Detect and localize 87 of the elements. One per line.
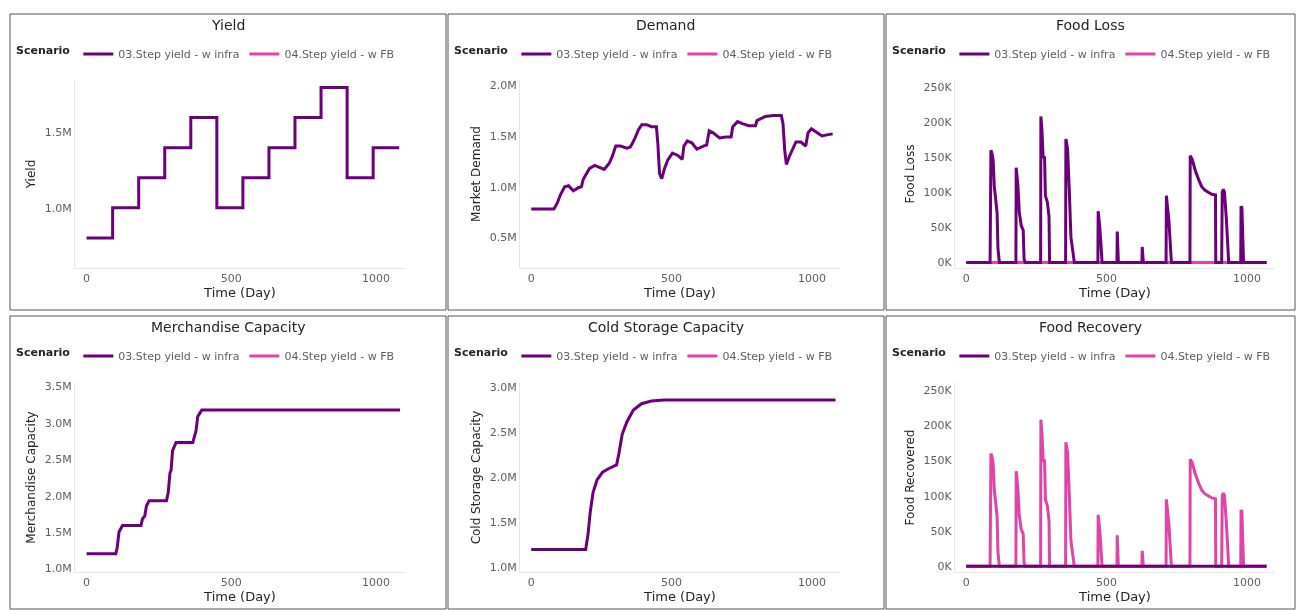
x-tick-label: 1000 [1232,272,1261,286]
x-tick-label: 0 [527,272,535,286]
y-tick-label: 1.0M [44,201,72,215]
x-tick-label: 500 [1096,272,1118,286]
y-tick-label: 150K [923,151,953,165]
x-tick-label: 0 [527,576,535,590]
x-tick-label: 500 [1096,576,1118,590]
y-tick-label: 3.5M [44,380,72,394]
x-axis-title: Time (Day) [203,589,276,605]
y-tick-label: 2.5M [44,453,72,467]
y-tick-label: 150K [923,454,953,468]
x-axis-title: Time (Day) [643,285,716,301]
y-tick-label: 250K [923,383,953,397]
y-axis-title: Market Demand [469,126,484,222]
y-tick-label: 1.0M [489,561,517,575]
legend-label: 04.Step yield - w FB [284,350,395,364]
chart-title: Cold Storage Capacity [588,319,744,335]
chart-title: Merchandise Capacity [151,319,306,335]
x-tick-label: 1000 [797,272,826,286]
x-tick-label: 1000 [797,576,826,590]
legend-title: Scenario [16,43,71,57]
line-series [85,408,402,556]
x-tick-label: 1000 [362,576,391,590]
legend-title: Scenario [454,43,509,57]
y-axis-title: Merchandise Capacity [24,411,39,544]
x-tick-label: 0 [83,272,91,286]
x-tick-label: 0 [962,576,970,590]
x-tick-label: 500 [220,272,242,286]
x-axis-title: Time (Day) [643,589,716,605]
legend-title: Scenario [892,345,947,359]
y-tick-label: 200K [923,419,953,433]
legend-label: 03.Step yield - w infra [994,350,1116,364]
y-tick-label: 1.5M [489,516,517,530]
y-tick-label: 2.5M [489,426,517,440]
x-tick-label: 0 [83,576,91,590]
line-series [529,398,838,551]
x-tick-label: 0 [962,272,970,286]
chart-title: Demand [636,17,696,33]
chart-title: Food Recovery [1039,319,1142,335]
y-tick-label: 3.0M [489,381,517,395]
y-tick-label: 2.0M [489,471,517,485]
y-tick-label: 1.5M [489,129,517,143]
y-tick-label: 1.0M [44,562,72,576]
y-tick-label: 1.0M [489,180,517,194]
y-tick-label: 2.0M [489,78,517,92]
x-tick-label: 1000 [362,272,391,286]
y-tick-label: 100K [923,489,953,503]
x-tick-label: 500 [220,576,242,590]
chart-title: Yield [211,17,246,33]
y-tick-label: 3.0M [44,416,72,430]
legend-label: 04.Step yield - w FB [1160,350,1271,364]
x-axis-title: Time (Day) [203,285,276,301]
y-tick-label: 1.5M [44,525,72,539]
x-tick-label: 500 [661,576,683,590]
y-tick-label: 2.0M [44,489,72,503]
y-tick-label: 0K [937,560,953,574]
y-axis-title: Yield [24,159,39,190]
y-tick-label: 250K [923,80,953,94]
legend-title: Scenario [16,345,71,359]
y-tick-label: 50K [930,524,953,538]
chart-title: Food Loss [1056,17,1125,33]
y-tick-label: 1.5M [44,126,72,140]
y-tick-label: 100K [923,186,953,200]
x-axis-title: Time (Day) [1078,285,1151,301]
y-tick-label: 200K [923,115,953,129]
legend-label: 04.Step yield - w FB [1160,48,1271,62]
x-tick-label: 1000 [1232,576,1261,590]
legend-label: 03.Step yield - w infra [118,48,240,62]
y-tick-label: 50K [930,221,953,235]
legend-label: 04.Step yield - w FB [722,350,833,364]
legend-title: Scenario [454,345,509,359]
legend-label: 03.Step yield - w infra [556,48,678,62]
line-series [529,114,835,211]
x-tick-label: 500 [661,272,683,286]
legend-label: 03.Step yield - w infra [556,350,678,364]
legend-label: 04.Step yield - w FB [722,48,833,62]
y-tick-label: 0K [937,256,953,270]
legend-label: 03.Step yield - w infra [994,48,1116,62]
y-tick-label: 0.5M [489,231,517,245]
line-series [964,114,1269,264]
y-axis-title: Cold Storage Capacity [469,410,484,545]
y-axis-title: Food Recovered [902,429,917,526]
legend-label: 04.Step yield - w FB [284,48,395,62]
x-axis-title: Time (Day) [1078,589,1151,605]
legend-label: 03.Step yield - w infra [118,350,240,364]
legend-title: Scenario [892,43,947,57]
y-axis-title: Food Loss [902,144,917,204]
